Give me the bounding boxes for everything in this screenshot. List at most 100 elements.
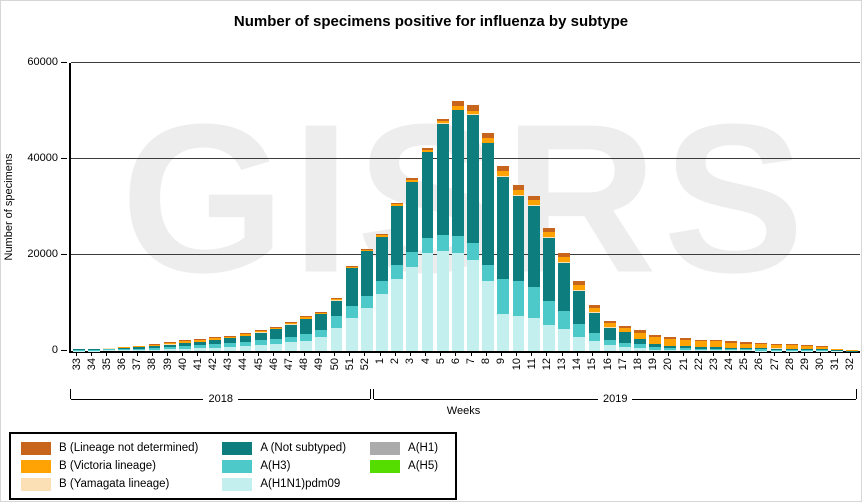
bar-segment <box>482 138 495 143</box>
bar-segment <box>558 329 570 351</box>
bar-column <box>663 63 678 351</box>
bar-column <box>405 63 420 351</box>
bar-segment <box>618 342 631 348</box>
bar-segment <box>527 205 540 207</box>
bar-segment <box>588 307 601 313</box>
bar-segment <box>451 100 464 107</box>
bar-segment <box>603 323 616 328</box>
bar-segment <box>269 327 282 329</box>
x-tick-mark <box>622 351 624 356</box>
bar-segment <box>436 235 449 252</box>
bar <box>467 105 479 351</box>
bracket-end-cap <box>373 389 375 399</box>
legend-item: A(H1) <box>370 441 438 455</box>
bar-segment <box>649 334 662 338</box>
bar <box>800 345 813 351</box>
bar-segment <box>224 343 237 348</box>
bar-segment <box>118 347 131 350</box>
bar <box>300 316 313 351</box>
bar-column <box>511 63 526 351</box>
x-week-label: 40 <box>176 358 189 371</box>
bar-segment <box>391 279 404 351</box>
y-axis-tick-labels: 0 20000 40000 60000 <box>1 56 67 356</box>
legend-item-label: A(H1) <box>408 442 439 454</box>
x-tick-mark <box>91 351 93 356</box>
legend-color-swatch <box>222 441 253 455</box>
bar-segment <box>785 344 798 346</box>
bar-segment <box>406 182 419 252</box>
bar-segment <box>345 267 358 269</box>
bar-segment <box>649 347 662 350</box>
bar-segment <box>87 349 100 350</box>
bar <box>482 133 495 351</box>
bar-segment <box>740 348 753 350</box>
bar-segment <box>224 338 237 344</box>
bar-segment <box>376 233 388 236</box>
x-tick-mark <box>637 351 639 356</box>
bar-segment <box>376 235 388 237</box>
y-tick-mark <box>61 158 67 159</box>
bracket-line <box>237 389 371 400</box>
bar-segment <box>163 343 176 345</box>
year-label: 2019 <box>602 393 628 405</box>
x-tick-mark <box>212 351 214 356</box>
y-tick-label: 60000 <box>27 56 58 68</box>
bar <box>133 345 146 351</box>
bar-segment <box>163 346 176 350</box>
bar <box>846 350 859 351</box>
x-tick-mark <box>576 351 578 356</box>
bar-segment <box>482 142 495 144</box>
bar-segment <box>345 268 358 306</box>
bar-segment <box>194 341 206 346</box>
x-tick-mark <box>546 351 548 356</box>
x-week-label: 15 <box>586 358 599 371</box>
bar-column <box>329 63 344 351</box>
bar-segment <box>239 333 252 335</box>
bar-segment <box>497 176 510 177</box>
y-tick-mark <box>61 62 67 63</box>
x-week-label: 39 <box>161 358 174 371</box>
y-tick-label: 0 <box>51 344 58 356</box>
bar <box>785 344 798 351</box>
x-week-label: 35 <box>100 358 113 371</box>
bar-segment <box>800 345 813 347</box>
bar-segment <box>178 342 191 346</box>
x-week-label: 45 <box>252 358 265 371</box>
bar <box>178 340 191 351</box>
bar-column <box>845 63 860 351</box>
bar <box>649 334 662 351</box>
bar <box>406 178 419 351</box>
bar-segment <box>694 346 707 349</box>
bar-segment <box>558 262 570 312</box>
x-week-label: 51 <box>343 358 356 371</box>
x-tick-mark <box>318 351 320 356</box>
bar-segment <box>664 336 677 339</box>
bar <box>543 228 555 351</box>
gridline <box>71 62 860 63</box>
bar-segment <box>376 293 388 351</box>
bar-column <box>799 63 814 351</box>
bracket-line <box>71 389 204 400</box>
x-axis-week-labels: 33 34 35 36 37 38 39 40 41 42 43 44 45 46 47 48 49 50 51 52… <box>69 358 858 384</box>
bar-segment <box>618 332 631 343</box>
bar-segment <box>740 350 753 351</box>
legend-item-label: A (Not subtyped) <box>260 442 347 454</box>
bar-segment <box>543 231 555 238</box>
bar-column <box>390 63 405 351</box>
bar-segment <box>709 350 722 351</box>
bar-segment <box>300 316 313 318</box>
bar-column <box>208 63 223 351</box>
x-tick-mark <box>667 351 669 356</box>
bar-segment <box>709 348 722 351</box>
bar-column <box>617 63 632 351</box>
x-week-label: 33 <box>70 358 83 371</box>
x-tick-mark <box>167 351 169 356</box>
bar-segment <box>725 350 737 351</box>
bar-segment <box>421 151 434 239</box>
gridline <box>71 158 860 159</box>
bar-segment <box>391 264 404 279</box>
legend-color-swatch <box>370 459 401 473</box>
x-week-label: 52 <box>358 358 371 371</box>
bar-segment <box>573 336 586 351</box>
x-tick-mark <box>455 351 457 356</box>
